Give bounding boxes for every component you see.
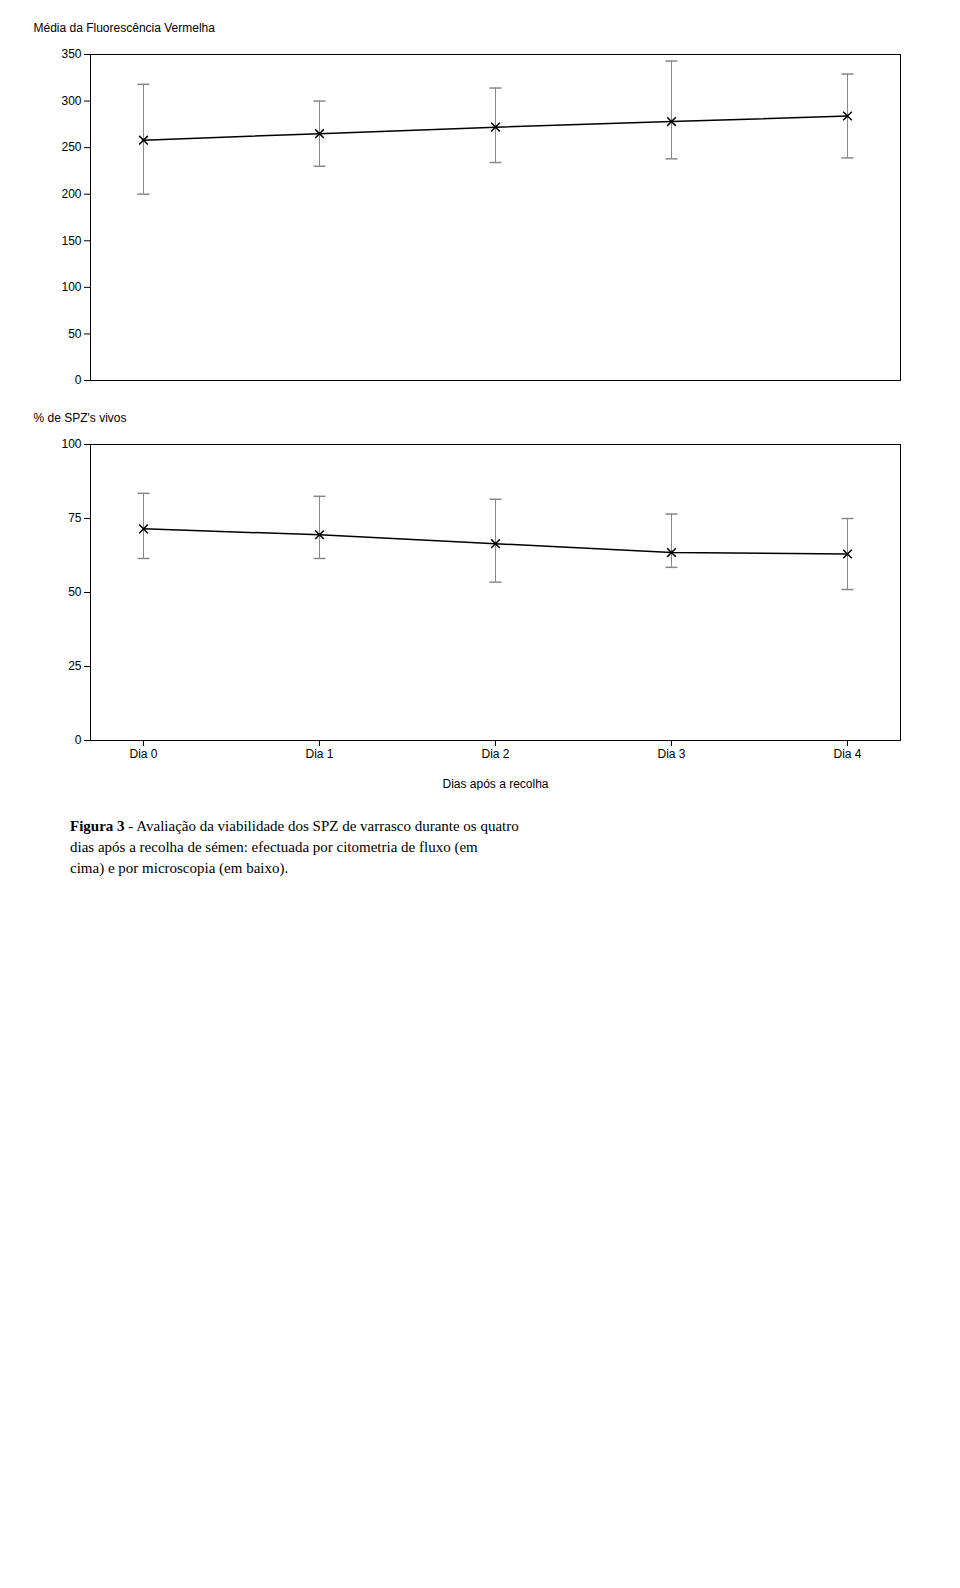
svg-text:50: 50: [68, 327, 82, 341]
svg-text:100: 100: [61, 280, 81, 294]
svg-text:75: 75: [68, 511, 82, 525]
svg-text:300: 300: [61, 94, 81, 108]
svg-text:25: 25: [68, 659, 82, 673]
svg-text:150: 150: [61, 234, 81, 248]
html-text:Figura 3 - Avaliação da viabil: Figura 3 - Avaliação da viabilidade dos …: [70, 818, 519, 876]
svg-text:0: 0: [75, 373, 82, 387]
svg-text:Dia 1: Dia 1: [305, 747, 333, 761]
svg-text:Dia 0: Dia 0: [129, 747, 157, 761]
svg-text:50: 50: [68, 585, 82, 599]
svg-text:% de SPZ's vivos: % de SPZ's vivos: [34, 411, 127, 425]
svg-text:Dia 2: Dia 2: [481, 747, 509, 761]
svg-text:250: 250: [61, 140, 81, 154]
svg-text:100: 100: [61, 437, 81, 451]
svg-text:Dia 3: Dia 3: [657, 747, 685, 761]
svg-text:350: 350: [61, 47, 81, 61]
svg-text:200: 200: [61, 187, 81, 201]
svg-text:0: 0: [75, 733, 82, 747]
svg-text:Dias após a recolha: Dias após a recolha: [442, 777, 548, 791]
svg-text:Média da Fluorescência Vermelh: Média da Fluorescência Vermelha: [34, 21, 216, 35]
svg-text:Dia 4: Dia 4: [833, 747, 861, 761]
